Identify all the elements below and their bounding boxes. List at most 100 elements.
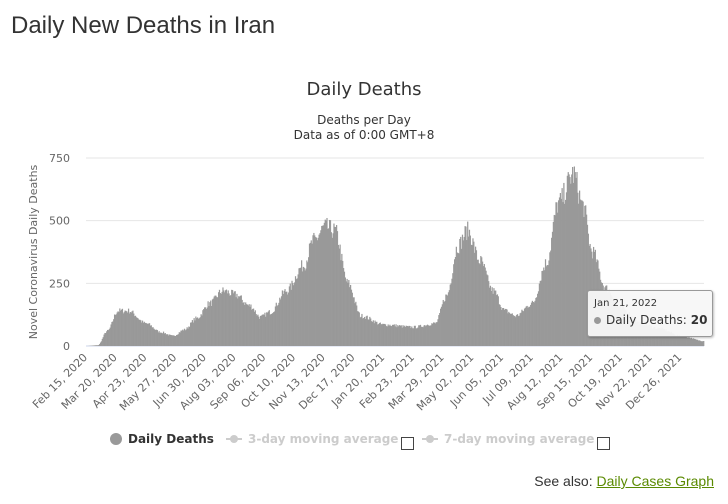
bar[interactable] — [360, 316, 362, 346]
bar[interactable] — [566, 175, 568, 346]
bar[interactable] — [287, 294, 289, 346]
bar[interactable] — [446, 294, 448, 346]
bar[interactable] — [402, 325, 404, 346]
bar[interactable] — [139, 319, 141, 346]
bar[interactable] — [488, 281, 490, 346]
bar[interactable] — [305, 268, 307, 346]
bar[interactable] — [427, 325, 429, 346]
bar[interactable] — [456, 252, 458, 346]
bar[interactable] — [212, 298, 214, 346]
bar[interactable] — [438, 315, 440, 346]
bar[interactable] — [277, 304, 279, 346]
bar[interactable] — [108, 329, 110, 346]
bar[interactable] — [218, 289, 221, 346]
bar[interactable] — [191, 320, 193, 346]
bar[interactable] — [699, 340, 701, 346]
bar[interactable] — [322, 225, 324, 346]
bar[interactable] — [258, 316, 260, 346]
bar[interactable] — [374, 320, 376, 346]
bar[interactable] — [466, 240, 468, 346]
bar[interactable] — [155, 329, 157, 346]
bar[interactable] — [540, 280, 542, 346]
bar[interactable] — [508, 311, 510, 346]
bar[interactable] — [200, 314, 202, 346]
bar[interactable] — [582, 201, 584, 346]
bar[interactable] — [292, 283, 294, 346]
bar[interactable] — [349, 287, 351, 346]
bar[interactable] — [659, 328, 661, 346]
bar[interactable] — [537, 293, 539, 346]
bar[interactable] — [349, 284, 352, 346]
bar[interactable] — [224, 290, 227, 346]
bar[interactable] — [549, 252, 551, 346]
bar[interactable] — [196, 318, 198, 346]
bar[interactable] — [564, 203, 566, 346]
bar[interactable] — [356, 305, 358, 346]
bar[interactable] — [206, 307, 208, 346]
bar[interactable] — [146, 323, 148, 346]
bar[interactable] — [682, 336, 684, 346]
bar[interactable] — [581, 200, 583, 346]
bar[interactable] — [669, 332, 672, 346]
bar[interactable] — [358, 312, 360, 346]
bar[interactable] — [536, 297, 538, 346]
bar[interactable] — [666, 331, 668, 346]
bar[interactable] — [524, 307, 527, 346]
bar[interactable] — [406, 326, 409, 346]
bar[interactable] — [493, 288, 495, 346]
bar[interactable] — [346, 278, 348, 346]
bar[interactable] — [481, 261, 484, 346]
bar[interactable] — [477, 259, 479, 346]
bar[interactable] — [403, 326, 405, 346]
bar[interactable] — [541, 271, 543, 346]
bar[interactable] — [303, 267, 305, 346]
bar[interactable] — [656, 328, 659, 346]
bar[interactable] — [94, 345, 96, 346]
bar[interactable] — [239, 295, 242, 346]
bar[interactable] — [175, 335, 177, 346]
bar[interactable] — [475, 250, 478, 346]
bar[interactable] — [204, 307, 207, 346]
bar[interactable] — [440, 306, 443, 346]
bar[interactable] — [418, 325, 420, 346]
bar[interactable] — [696, 339, 698, 346]
bar[interactable] — [525, 306, 527, 346]
bar[interactable] — [452, 273, 454, 346]
moving-average-3-day-checkbox[interactable] — [401, 437, 414, 450]
bar[interactable] — [331, 237, 333, 346]
bar[interactable] — [297, 274, 299, 346]
bar[interactable] — [382, 323, 384, 346]
bar[interactable] — [315, 237, 317, 346]
bar[interactable] — [236, 293, 238, 346]
bar[interactable] — [679, 335, 681, 346]
bar[interactable] — [295, 279, 298, 346]
bar[interactable] — [265, 316, 267, 346]
bar[interactable] — [421, 326, 423, 346]
bar[interactable] — [315, 237, 318, 346]
bar[interactable] — [266, 312, 268, 346]
bar[interactable] — [341, 253, 343, 346]
bar[interactable] — [247, 305, 249, 346]
bar[interactable] — [339, 244, 341, 346]
bar[interactable] — [224, 292, 226, 346]
bar[interactable] — [585, 205, 587, 346]
bar[interactable] — [423, 325, 425, 346]
bar[interactable] — [241, 299, 243, 346]
bar[interactable] — [384, 323, 386, 346]
bar[interactable] — [129, 312, 131, 346]
bar[interactable] — [353, 297, 355, 346]
bar[interactable] — [433, 322, 435, 346]
bar[interactable] — [249, 306, 251, 346]
bar[interactable] — [309, 242, 311, 346]
bar[interactable] — [179, 332, 181, 346]
bar[interactable] — [391, 324, 394, 346]
bar[interactable] — [324, 219, 326, 346]
bar[interactable] — [225, 289, 228, 346]
bar[interactable] — [344, 277, 346, 346]
bar[interactable] — [513, 316, 515, 346]
bar[interactable] — [197, 317, 199, 346]
bar[interactable] — [231, 289, 233, 346]
bar[interactable] — [572, 167, 574, 346]
bar[interactable] — [162, 331, 165, 346]
bar[interactable] — [373, 323, 375, 346]
